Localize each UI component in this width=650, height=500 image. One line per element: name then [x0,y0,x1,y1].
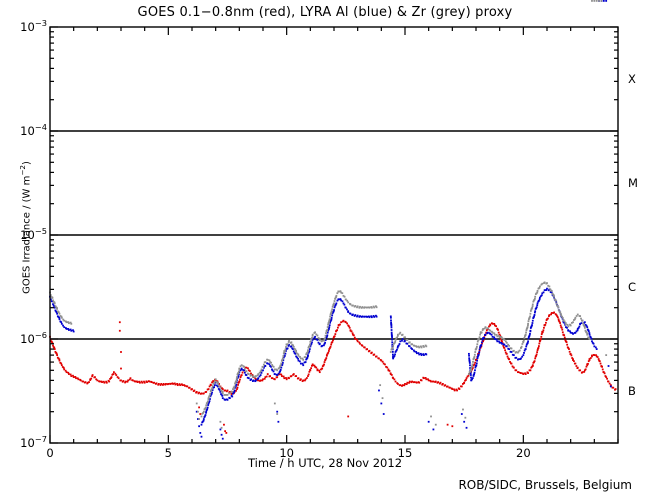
y-tick-label: 10−7 [20,434,47,450]
y-tick-label: 10−3 [20,18,47,34]
flare-class-label-m: M [628,176,638,191]
x-tick-label: 5 [164,446,172,460]
data-points [49,0,617,440]
chart-title: GOES 0.1−0.8nm (red), LYRA Al (blue) & Z… [137,5,513,20]
footer-credit: ROB/SIDC, Brussels, Belgium [458,478,632,492]
flare-class-label-b: B [628,384,636,399]
y-axis-label: GOES Irradiance / (W m−2) [18,161,33,294]
series-zr-proxy [49,0,603,418]
series-lyra-al-outliers [195,365,612,440]
x-tick-label: 15 [397,446,413,460]
gridlines [50,130,618,340]
x-tick-label: 20 [516,446,531,460]
series-goes-outliers [118,321,454,434]
x-tick-label: 10 [279,446,294,460]
flare-class-label-x: X [628,72,636,87]
y-tick-label: 10−5 [20,226,47,242]
series-goes-0-1-0-8nm [49,311,617,395]
series-zr-outliers [195,354,608,429]
y-tick-label: 10−4 [20,122,47,138]
y-tick-label: 10−6 [20,330,47,346]
axis-ticks [49,26,619,444]
x-tick-label: 0 [46,446,54,460]
flare-class-label-c: C [628,280,637,295]
x-axis-label: Time / h UTC, 28 Nov 2012 [247,456,403,470]
series-lyra-al [49,0,608,426]
